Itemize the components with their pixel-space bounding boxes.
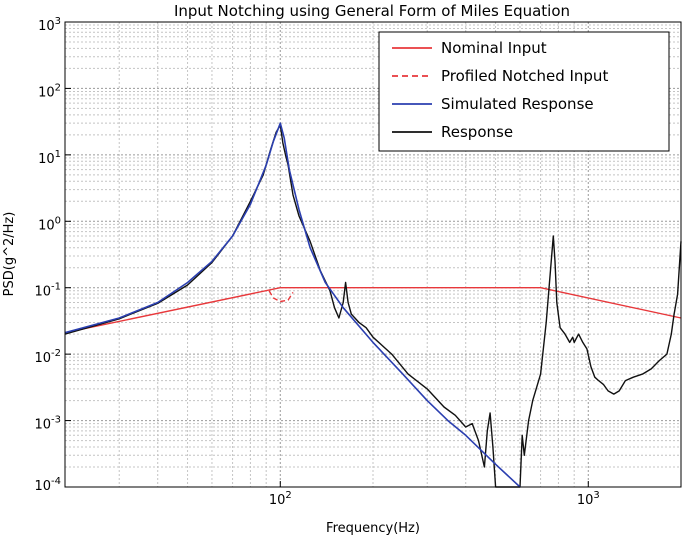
x-axis-label: Frequency(Hz)	[326, 521, 420, 536]
tick-label: 101	[38, 149, 61, 167]
chart-title: Input Notching using General Form of Mil…	[174, 2, 570, 20]
series-line-nominal-input	[64, 287, 682, 334]
tick-label: 10-3	[34, 415, 61, 433]
tick-label: 102	[269, 490, 292, 508]
tick-label: 103	[38, 16, 61, 34]
series-line-profiled-notched-input	[268, 290, 294, 303]
legend-label: Profiled Notched Input	[441, 67, 608, 85]
tick-label: 10-1	[34, 282, 61, 300]
grid	[65, 22, 681, 487]
legend-label: Response	[441, 123, 513, 141]
series-group	[64, 122, 682, 488]
legend: Nominal Input Profiled Notched Input Simul…	[378, 31, 670, 152]
legend-label: Nominal Input	[441, 39, 547, 57]
series-line-simulated-response	[64, 122, 521, 488]
y-axis-label: PSD(g^2/Hz)	[2, 212, 17, 297]
tick-label: 102	[38, 82, 61, 100]
x-tick-labels: 102 103	[269, 481, 600, 508]
tick-label: 10-4	[34, 476, 61, 494]
tick-label: 10-2	[34, 348, 61, 366]
plot-frame	[64, 21, 682, 488]
legend-label: Simulated Response	[441, 95, 594, 113]
y-tick-labels: 10-4 10-3 10-2 10-1 100 101 102 103	[34, 16, 71, 494]
tick-label: 100	[38, 215, 61, 233]
tick-label: 103	[577, 490, 600, 508]
